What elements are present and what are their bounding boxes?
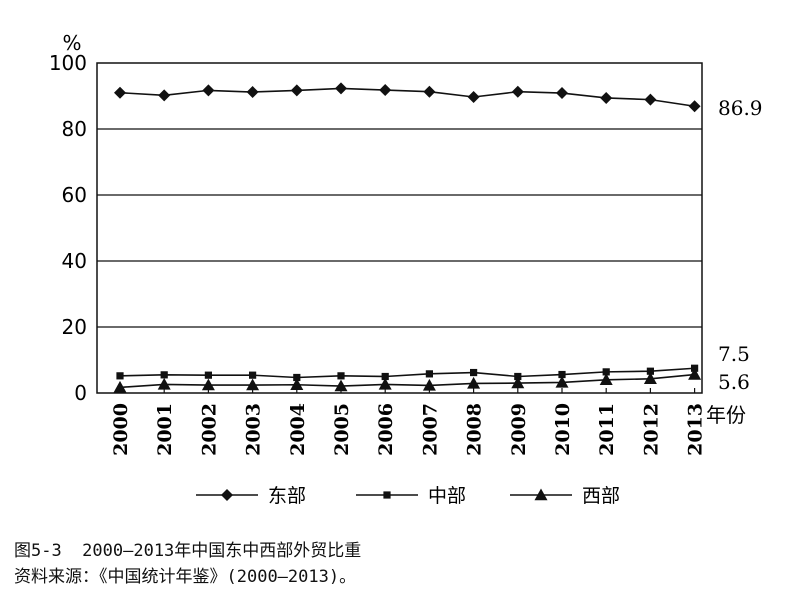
data-point-west — [511, 376, 525, 389]
data-point-east — [290, 84, 303, 97]
data-point-east — [379, 84, 392, 97]
data-point-west — [643, 372, 657, 385]
data-point-east — [423, 85, 436, 98]
data-point-west — [378, 377, 392, 390]
x-tick-label: 2001 — [154, 403, 176, 456]
data-point-central — [293, 373, 301, 382]
x-tick-label: 2002 — [198, 403, 220, 456]
data-point-central — [514, 372, 522, 381]
data-point-west — [688, 368, 702, 380]
x-tick-label: 2013 — [685, 403, 707, 456]
series-line-east — [119, 87, 695, 108]
data-point-west — [290, 378, 304, 390]
data-point-west — [113, 380, 127, 393]
data-point-central — [646, 367, 654, 375]
series-west — [113, 368, 702, 393]
series-east — [114, 82, 701, 113]
y-unit-label: % — [62, 31, 81, 55]
series-line-west — [119, 373, 695, 389]
source-note: 资料来源：《中国统计年鉴》(2000—2013)。 — [14, 567, 357, 587]
legend-label: 西部 — [582, 485, 620, 507]
series-central — [116, 364, 699, 382]
data-point-central — [249, 371, 257, 379]
data-point-west — [201, 378, 215, 391]
data-point-central — [337, 372, 345, 380]
data-point-central — [381, 372, 389, 381]
data-point-central — [425, 370, 433, 378]
plot-frame — [96, 62, 703, 394]
y-tick-label: 60 — [62, 183, 87, 207]
x-tick-label: 2009 — [508, 403, 530, 456]
data-point-east — [556, 87, 568, 100]
data-point-west — [467, 376, 481, 389]
data-point-east — [467, 90, 480, 103]
x-tick-label: 2008 — [464, 403, 486, 456]
data-point-east — [511, 85, 524, 98]
y-tick-label: 80 — [62, 117, 87, 141]
x-unit-label: 年份 — [706, 403, 746, 427]
x-tick-label: 2012 — [640, 403, 662, 456]
data-point-east — [688, 100, 701, 113]
data-point-central — [116, 372, 124, 380]
series-line-central — [119, 367, 695, 379]
x-tick-label: 2010 — [552, 403, 574, 456]
data-point-east — [114, 86, 126, 99]
data-point-central — [470, 368, 478, 377]
data-point-central — [160, 371, 168, 379]
data-point-east — [644, 93, 657, 106]
x-tick-label: 2006 — [375, 403, 397, 456]
data-point-east — [158, 89, 171, 102]
data-point-central — [602, 368, 610, 376]
data-point-west — [599, 373, 613, 385]
x-tick-label: 2005 — [331, 403, 353, 456]
data-point-east — [600, 91, 613, 104]
data-point-west — [246, 378, 260, 391]
x-tick-label: 2003 — [243, 403, 265, 456]
data-point-east — [202, 84, 215, 97]
x-tick-label: 2000 — [110, 403, 132, 456]
data-point-east — [246, 86, 259, 99]
y-tick-label: 20 — [62, 315, 87, 339]
x-tick-label: 2007 — [419, 403, 441, 456]
line-chart: 0 20 40 60 80 100% 2000 2001 2002 2003 2004 2005 200… — [49, 31, 763, 507]
data-point-east — [335, 82, 347, 95]
x-tick-label: 2011 — [596, 403, 618, 456]
end-value-label: 5.6 — [718, 370, 750, 394]
y-tick-label: 0 — [74, 381, 87, 405]
y-tick-label: 40 — [62, 249, 87, 273]
legend-marker — [534, 488, 548, 501]
end-value-label: 7.5 — [718, 342, 750, 366]
legend-marker — [383, 491, 391, 499]
data-point-west — [334, 379, 348, 392]
data-point-central — [558, 370, 566, 379]
end-value-label: 86.9 — [718, 96, 763, 120]
legend-label: 东部 — [268, 485, 306, 507]
figure-caption: 图5-3 2000—2013年中国东中西部外贸比重 — [14, 541, 362, 561]
legend-label: 中部 — [428, 485, 466, 507]
data-point-west — [555, 375, 569, 388]
x-tick-label: 2004 — [287, 403, 309, 456]
data-point-central — [204, 371, 212, 379]
legend-marker — [221, 489, 233, 501]
data-point-west — [422, 378, 436, 391]
y-tick-label: 100 — [49, 51, 87, 75]
data-point-west — [157, 377, 171, 390]
